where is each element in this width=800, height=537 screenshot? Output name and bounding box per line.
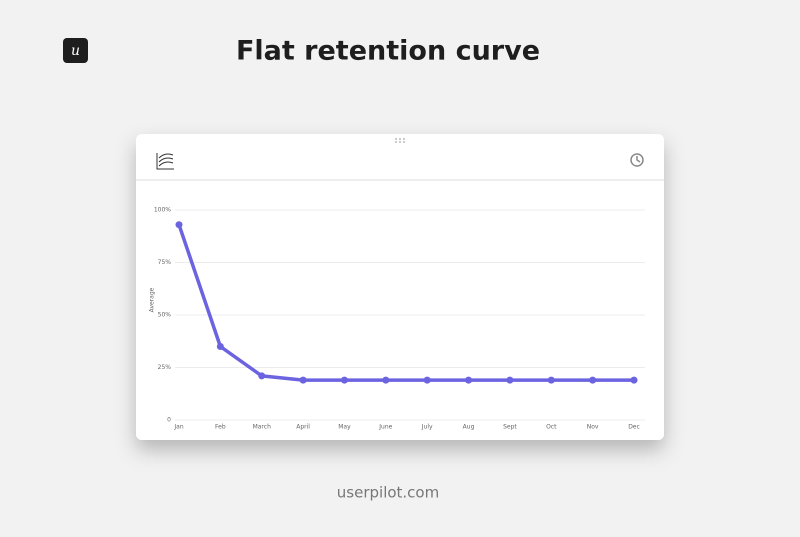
- footer: userpilot.com: [337, 484, 439, 502]
- x-tick-label: May: [338, 424, 351, 431]
- x-tick-label: Jan: [173, 424, 183, 431]
- logo-box: [63, 38, 88, 63]
- x-tick-label: Dec: [628, 424, 640, 431]
- x-tick-label: Oct: [546, 424, 557, 431]
- y-tick-label: 75%: [158, 259, 172, 266]
- point: [423, 376, 431, 384]
- x-tick-label: April: [296, 424, 310, 431]
- point: [547, 376, 555, 384]
- point: [340, 376, 348, 384]
- point: [630, 376, 638, 384]
- point: [382, 376, 390, 384]
- x-tick-label: March: [253, 424, 271, 431]
- x-tick-label: July: [421, 424, 433, 431]
- history-icon[interactable]: [630, 153, 644, 167]
- x-tick-label: June: [378, 424, 392, 431]
- point: [465, 376, 473, 384]
- y-tick-label: 0: [167, 417, 171, 424]
- y-tick-label: 50%: [158, 312, 172, 319]
- y-tick-label: 25%: [158, 364, 172, 371]
- line: [177, 224, 634, 382]
- x-tick-label: Sept: [503, 424, 517, 431]
- x-tick-label: Nov: [587, 424, 599, 431]
- point: [589, 376, 597, 384]
- chart-title: Flat retention curve: [236, 36, 540, 67]
- y-tick-label: 100%: [154, 207, 171, 214]
- x-tick-label: Feb: [215, 424, 226, 431]
- point: [299, 376, 307, 384]
- drag-handle: [395, 138, 405, 143]
- chart-icon: [156, 153, 174, 170]
- plot: 0 25% 50% 75% 100% Average Jan Feb March April May…: [149, 207, 645, 431]
- point: [216, 343, 224, 350]
- logo: u: [71, 43, 80, 59]
- point: [175, 221, 183, 229]
- x-tick-label: Aug: [463, 424, 475, 431]
- point: [258, 372, 266, 380]
- point: [506, 376, 514, 384]
- y-axis-label: Average: [149, 287, 156, 312]
